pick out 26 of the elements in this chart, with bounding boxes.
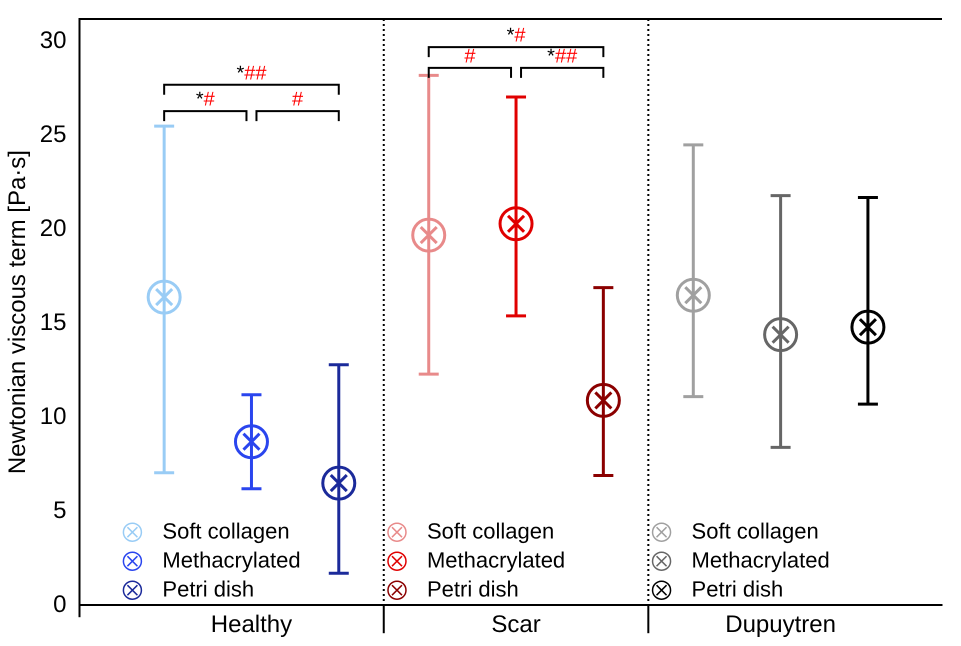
y-tick-label: 30: [40, 27, 66, 54]
y-tick-label: 15: [40, 309, 66, 336]
legend-label: Petri dish: [426, 576, 519, 602]
legend-label: Methacrylated: [162, 547, 301, 572]
legend-label: Soft collagen: [692, 518, 819, 544]
x-tick-label: Healthy: [210, 611, 292, 638]
legend-label: Petri dish: [162, 576, 254, 602]
y-tick-label: 20: [40, 215, 66, 242]
legend-label: Methacrylated: [692, 547, 830, 572]
annotation: *#: [196, 88, 216, 111]
annotation: #: [292, 88, 304, 111]
y-tick-label: 10: [40, 402, 66, 430]
annotation: *#: [506, 24, 526, 47]
y-tick-label: 0: [53, 590, 66, 618]
legend-label: Methacrylated: [426, 547, 566, 572]
y-tick-label: 25: [40, 121, 66, 148]
annotation: #: [464, 45, 476, 68]
legend-label: Soft collagen: [162, 518, 290, 544]
annotation: *##: [236, 62, 268, 84]
x-tick-label: Dupuytren: [725, 611, 836, 638]
legend-label: Soft collagen: [426, 518, 554, 544]
y-axis-title: Newtonian viscous term [Pa·s]: [4, 150, 32, 474]
y-tick-label: 5: [53, 496, 66, 524]
x-tick-label: Scar: [491, 611, 541, 638]
annotation: *##: [547, 45, 578, 68]
legend-label: Petri dish: [692, 576, 784, 602]
